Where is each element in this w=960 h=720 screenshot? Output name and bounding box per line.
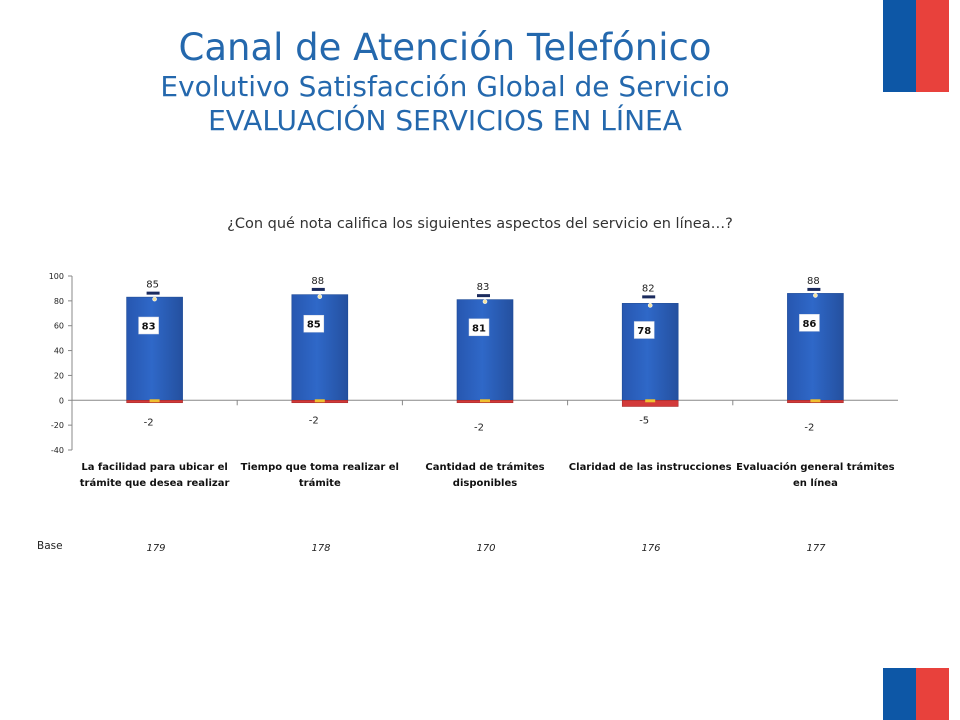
title-block: Canal de Atención Telefónico Evolutivo S…	[100, 26, 790, 138]
page-subtitle-2: EVALUACIÓN SERVICIOS EN LÍNEA	[208, 104, 682, 137]
bar-value-label: 83	[142, 322, 156, 333]
y-tick-label: 80	[54, 297, 64, 306]
negative-value-label: -2	[474, 422, 484, 433]
bar-value-label: 86	[802, 319, 816, 330]
category-label: disponibles	[453, 478, 517, 489]
category-label: Evaluación general trámites	[736, 461, 895, 473]
flag-blue-stripe	[883, 0, 916, 92]
category-label: Tiempo que toma realizar el	[241, 462, 399, 473]
y-tick-label: 20	[54, 371, 64, 380]
bar	[621, 303, 679, 401]
survey-question: ¿Con qué nota califica los siguientes as…	[227, 216, 733, 232]
bar-value-label: 78	[637, 326, 651, 337]
previous-value-label: 83	[477, 282, 490, 293]
negative-value-label: -2	[804, 422, 814, 433]
bar	[126, 296, 183, 401]
y-tick-label: 60	[54, 322, 64, 331]
bar-label-box	[138, 316, 159, 335]
negative-value-label: -5	[639, 415, 649, 426]
bar-top-dot	[813, 293, 818, 298]
bar	[787, 293, 844, 401]
base-value: 179	[146, 543, 166, 554]
page-subtitle: Evolutivo Satisfacción Global de Servici…	[160, 70, 730, 103]
negative-value-label: -2	[309, 415, 319, 426]
bar-top-dot	[482, 299, 488, 304]
previous-marker	[311, 287, 325, 291]
previous-value-label: 85	[146, 280, 159, 291]
category-label: en línea	[793, 477, 838, 489]
zero-marker	[314, 399, 325, 403]
flag-blue-stripe	[883, 668, 916, 720]
page-title: Canal de Atención Telefónico	[178, 26, 712, 69]
previous-value-label: 82	[642, 283, 655, 294]
bar-top-dot	[647, 303, 653, 308]
bar-value-label: 85	[307, 320, 321, 331]
y-tick-label: -40	[51, 446, 64, 455]
bar	[456, 299, 514, 401]
zero-marker	[480, 399, 490, 403]
bar-label-box	[799, 314, 820, 332]
bar-label-box	[633, 321, 655, 339]
previous-value-label: 88	[807, 276, 820, 287]
y-tick-label: -20	[51, 421, 64, 430]
zero-marker	[810, 399, 821, 403]
negative-value-label: -2	[144, 417, 154, 428]
previous-marker	[477, 294, 490, 298]
category-label: La facilidad para ubicar el	[81, 462, 228, 473]
bar-top-dot	[152, 296, 157, 302]
bar-label-box	[468, 318, 490, 337]
base-value: 170	[476, 543, 496, 554]
category-label: Claridad de las instrucciones	[569, 462, 732, 473]
flag-bottom	[883, 668, 949, 720]
previous-value-label: 88	[311, 276, 324, 287]
bar-label-box	[303, 314, 325, 333]
zero-marker	[149, 399, 160, 403]
y-tick-label: 0	[59, 396, 64, 405]
previous-marker	[807, 287, 821, 291]
base-value: 178	[311, 543, 331, 554]
zero-marker	[645, 399, 656, 403]
base-value: 177	[806, 543, 826, 554]
bar	[291, 294, 349, 401]
base-value: 176	[641, 543, 661, 554]
flag-top	[883, 0, 949, 92]
previous-marker	[642, 295, 656, 299]
category-label: Cantidad de trámites	[425, 461, 544, 473]
category-label: trámite	[299, 477, 341, 489]
bar-top-dot	[317, 294, 323, 299]
bar-value-label: 81	[472, 323, 486, 334]
y-tick-label: 40	[54, 347, 64, 356]
flag-red-stripe	[916, 0, 949, 92]
base-label: Base	[37, 540, 63, 552]
flag-red-stripe	[916, 668, 949, 720]
previous-marker	[146, 291, 160, 295]
y-tick-label: 100	[49, 272, 64, 281]
category-label: trámite que desea realizar	[80, 477, 230, 489]
